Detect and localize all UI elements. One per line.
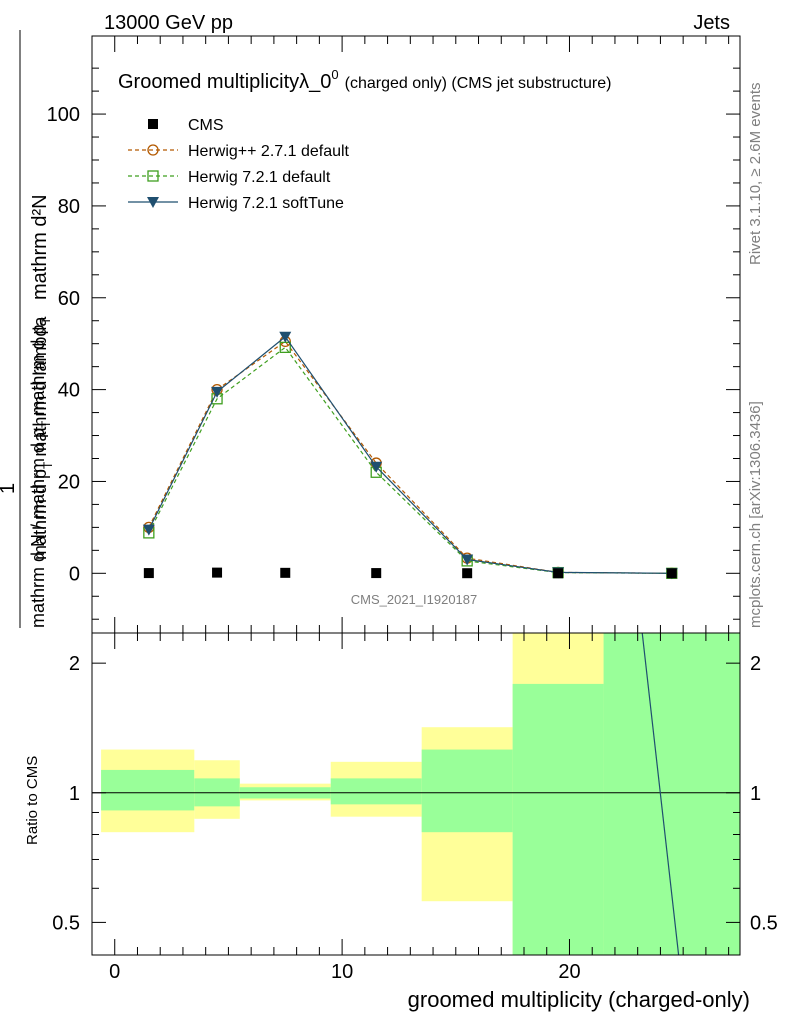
- ratio-y-tick-label-right: 0.5: [750, 912, 778, 934]
- main-y-tick-label: 100: [47, 104, 80, 126]
- data-point: [461, 554, 474, 566]
- ratio-y-tick-label-right: 1: [750, 783, 761, 805]
- ratio-panel: 0.5 0.5 1 1 2 2 0 10 20 Ratio to CMS groomed mu…: [24, 632, 778, 1012]
- legend-marker: [147, 144, 159, 156]
- legend-item-herwig-7-2-1-softtune: Herwig 7.2.1 softTune: [128, 195, 344, 212]
- legend-label: CMS: [188, 117, 224, 134]
- x-tick-label: 10: [331, 961, 353, 983]
- plot-title-symbol: λ_0: [299, 71, 331, 93]
- ratio-frame: [91, 632, 741, 956]
- legend-marker: [148, 119, 158, 129]
- data-point: [371, 568, 382, 579]
- header-process: Jets: [693, 12, 730, 34]
- legend-label: Herwig 7.2.1 default: [188, 169, 331, 186]
- main-y-ticks: 0 20 40 60 80 100: [47, 67, 740, 620]
- ratio-y-ticks: 0.5 0.5 1 1 2 2: [52, 653, 778, 934]
- data-point: [553, 568, 564, 579]
- legend-label: Herwig++ 2.7.1 default: [188, 143, 350, 160]
- main-y-tick-label: 20: [58, 471, 80, 493]
- legend-marker: [147, 197, 159, 208]
- ylabel-d-lambda: mathrm d pT mathrm d lambda: [30, 316, 55, 560]
- data-point: [142, 524, 155, 536]
- plot-title-text: Groomed multiplicity: [118, 71, 299, 93]
- main-y-tick-label: 40: [58, 380, 80, 402]
- ratio-band-inner: [512, 683, 604, 955]
- data-point: [279, 331, 292, 343]
- data-point: [280, 567, 291, 578]
- series-line: [148, 340, 672, 574]
- legend-label: Herwig 7.2.1 softTune: [188, 195, 344, 212]
- series-line: [148, 335, 672, 574]
- series-herwig-7-2-1-default: [143, 341, 678, 579]
- legend-item-herwig-2-7-1-default: Herwig++ 2.7.1 default: [128, 143, 350, 160]
- mcplots-credit: mcplots.cern.ch [arXiv:1306.3436]: [747, 401, 764, 628]
- ratio-band-inner: [330, 778, 422, 805]
- legend-item-herwig-7-2-1-default: Herwig 7.2.1 default: [128, 169, 331, 186]
- data-point: [462, 568, 473, 579]
- series-line: [148, 346, 672, 574]
- series-herwig-2-7-1-default: [143, 335, 678, 579]
- analysis-watermark: CMS_2021_I1920187: [351, 592, 478, 607]
- data-point: [211, 386, 224, 398]
- ratio-band-inner: [603, 633, 740, 955]
- main-x-ticks: [114, 36, 730, 633]
- main-series: [142, 331, 678, 580]
- ratio-y-tick-label: 0.5: [52, 912, 80, 934]
- ratio-y-tick-label: 1: [69, 783, 80, 805]
- x-tick-label: 0: [109, 961, 120, 983]
- plot-title-sup: 0: [331, 67, 338, 82]
- legend-marker: [147, 170, 159, 182]
- ratio-x-ticks: 0 10 20: [109, 633, 730, 983]
- main-y-tick-label: 80: [58, 196, 80, 218]
- main-y-label: mathrm d²N mathrm d pT mathrm d lambda 1…: [0, 30, 55, 628]
- ratio-series-line: [641, 633, 680, 955]
- ratio-y-tick-label-right: 2: [750, 653, 761, 675]
- data-point: [143, 568, 154, 579]
- header-energy: 13000 GeV pp: [104, 12, 233, 34]
- main-y-tick-label: 0: [69, 563, 80, 585]
- ratio-bands: [92, 633, 740, 955]
- ylabel-numerator: mathrm d²N: [29, 194, 51, 300]
- x-axis-label: groomed multiplicity (charged-only): [408, 987, 750, 1012]
- main-y-tick-label: 60: [58, 288, 80, 310]
- legend: CMS Herwig++ 2.7.1 default Herwig 7.2.1 de…: [128, 117, 350, 212]
- ratio-band-inner: [421, 749, 513, 833]
- data-point: [666, 568, 677, 579]
- data-point: [370, 461, 383, 473]
- ratio-y-tick-label: 2: [69, 653, 80, 675]
- x-tick-label: 20: [558, 961, 580, 983]
- series-cms: [143, 567, 677, 579]
- ylabel-denominator: mathrm d N / mathrm d pT mathrm d pT: [28, 317, 53, 628]
- ratio-y-label: Ratio to CMS: [24, 756, 41, 845]
- plot-title: Groomed multiplicityλ_00 (charged only) (…: [118, 67, 611, 93]
- legend-item-cms: CMS: [148, 117, 224, 134]
- ratio-band-inner: [101, 769, 195, 811]
- ylabel-one: 1: [0, 483, 19, 494]
- plot-title-suffix: (charged only) (CMS jet substructure): [345, 75, 612, 92]
- series-herwig-7-2-1-softtune: [142, 331, 678, 580]
- data-point: [212, 567, 223, 578]
- rivet-version: Rivet 3.1.10, ≥ 2.6M events: [747, 83, 764, 266]
